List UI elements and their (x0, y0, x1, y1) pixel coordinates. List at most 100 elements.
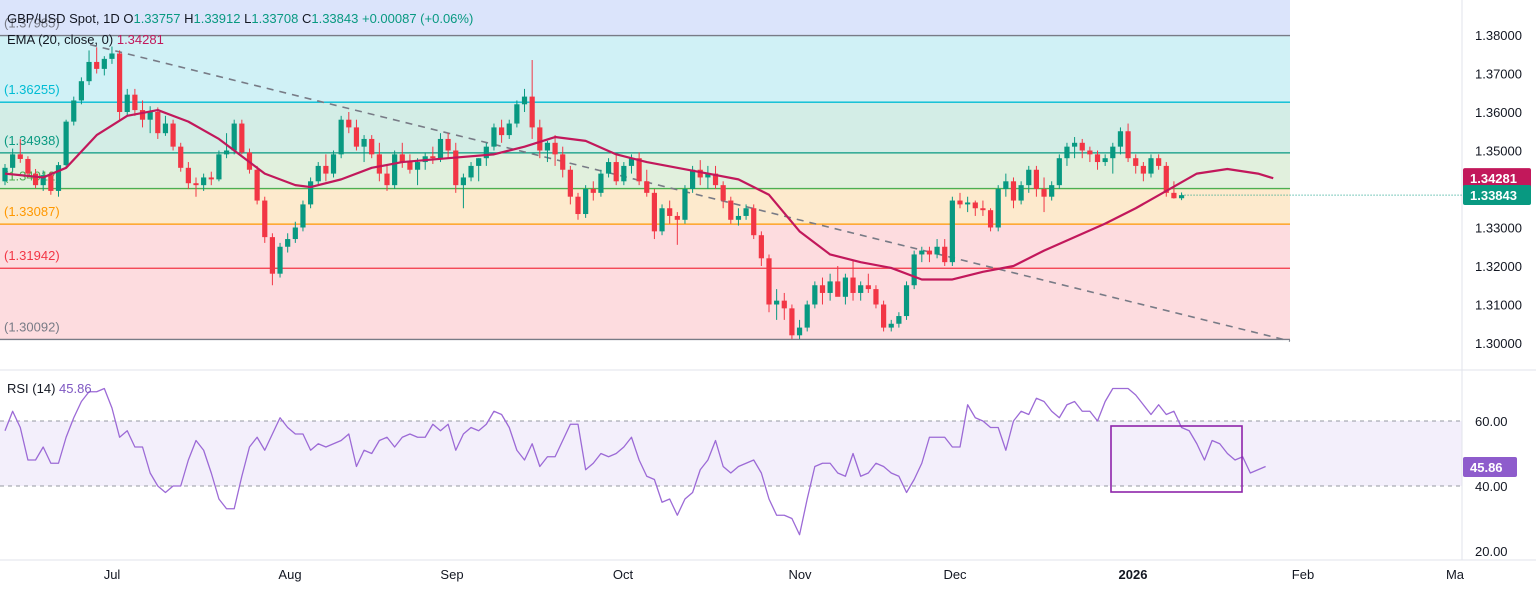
candle (361, 135, 367, 163)
candle-body (193, 183, 199, 186)
candle (300, 200, 306, 232)
candle (583, 185, 589, 218)
time-tick: Dec (943, 567, 967, 582)
candle (774, 289, 780, 320)
rsi-tick: 40.00 (1475, 479, 1508, 494)
candle (1133, 154, 1139, 174)
candle-body (506, 123, 512, 136)
rsi-label: RSI (14) (7, 381, 56, 396)
candle-body (651, 192, 657, 232)
candle (1064, 142, 1070, 166)
candle-body (1064, 146, 1070, 159)
candle (170, 119, 176, 151)
candle (40, 170, 46, 191)
candle-body (567, 169, 573, 197)
candle-body (873, 289, 879, 305)
time-tick: Jul (104, 567, 121, 582)
candle-body (636, 158, 642, 182)
candle-body (1079, 142, 1085, 151)
candle (1125, 123, 1131, 163)
candle (262, 196, 268, 243)
change-value: +0.00087 (+0.06%) (361, 11, 474, 26)
candle (376, 142, 382, 182)
legend-ema: EMA (20, close, 0) 1.34281 (7, 32, 164, 47)
candle (682, 185, 688, 224)
candle (1087, 146, 1093, 163)
candle (1094, 150, 1101, 170)
candle (239, 119, 245, 155)
candle-body (369, 138, 375, 155)
candle-body (1133, 158, 1139, 166)
candle-body (583, 189, 589, 215)
candle (934, 239, 940, 259)
candle (1010, 177, 1017, 209)
candle-body (445, 138, 451, 151)
candle (567, 165, 573, 205)
fib-label-1: (1.36255) (4, 82, 60, 97)
candle-body (735, 215, 742, 220)
candle (995, 185, 1001, 232)
rsi-tick: 60.00 (1475, 414, 1508, 429)
price-tick: 1.38000 (1475, 28, 1522, 43)
candle-body (1041, 189, 1047, 197)
candle-body (835, 281, 841, 297)
candle (552, 135, 558, 166)
candle-body (1163, 165, 1169, 193)
candle-body (185, 167, 191, 184)
candle-body (292, 227, 298, 240)
candle (269, 233, 275, 286)
candle (499, 119, 505, 143)
candle-body (139, 110, 146, 120)
candle-body (437, 138, 444, 159)
candle-body (460, 177, 466, 186)
candle (216, 150, 222, 182)
candle-body (300, 204, 306, 228)
price-tick: 1.36000 (1475, 105, 1522, 120)
candle (346, 112, 352, 134)
candle-body (117, 53, 123, 112)
ema-price-tag (1463, 168, 1531, 189)
candle-body (1178, 195, 1185, 199)
candle (94, 47, 100, 74)
time-tick: Ma (1446, 567, 1465, 582)
price-axis: 1.380001.370001.360001.350001.340001.330… (1461, 0, 1531, 560)
candle (407, 154, 413, 174)
time-tick: 2026 (1119, 567, 1148, 582)
candle-body (353, 127, 360, 147)
candle (308, 177, 314, 209)
candle (987, 208, 994, 232)
candle (712, 165, 719, 189)
candle-body (392, 154, 398, 186)
open-value: 1.33757 (133, 11, 181, 26)
candle (1026, 165, 1032, 193)
candle (842, 273, 848, 305)
candle (193, 177, 199, 197)
rsi-line (4, 387, 1266, 536)
price-tick: 1.35000 (1475, 144, 1522, 159)
rsi-pane (0, 369, 1536, 536)
candle (1072, 137, 1078, 159)
candle-body (1148, 158, 1154, 174)
candle-body (774, 300, 780, 305)
candle-body (308, 181, 314, 205)
candle-body (919, 250, 925, 255)
candle (1117, 127, 1124, 155)
fib-label-2: (1.34938) (4, 133, 60, 148)
rsi-highlight-box (1110, 425, 1243, 493)
candle-body (911, 254, 917, 286)
candle (972, 200, 978, 216)
ema-label: EMA (20, close, 0) (7, 32, 114, 47)
candle (1079, 138, 1085, 159)
candle (819, 277, 826, 305)
candle (468, 162, 474, 182)
candle (277, 242, 283, 278)
candle (544, 140, 551, 163)
candle (835, 266, 841, 297)
candle-body (254, 169, 260, 201)
band-3 (0, 188, 1290, 225)
candle-body (751, 208, 757, 236)
candle-body (476, 158, 482, 166)
candle-body (94, 61, 100, 69)
candle (796, 319, 803, 340)
